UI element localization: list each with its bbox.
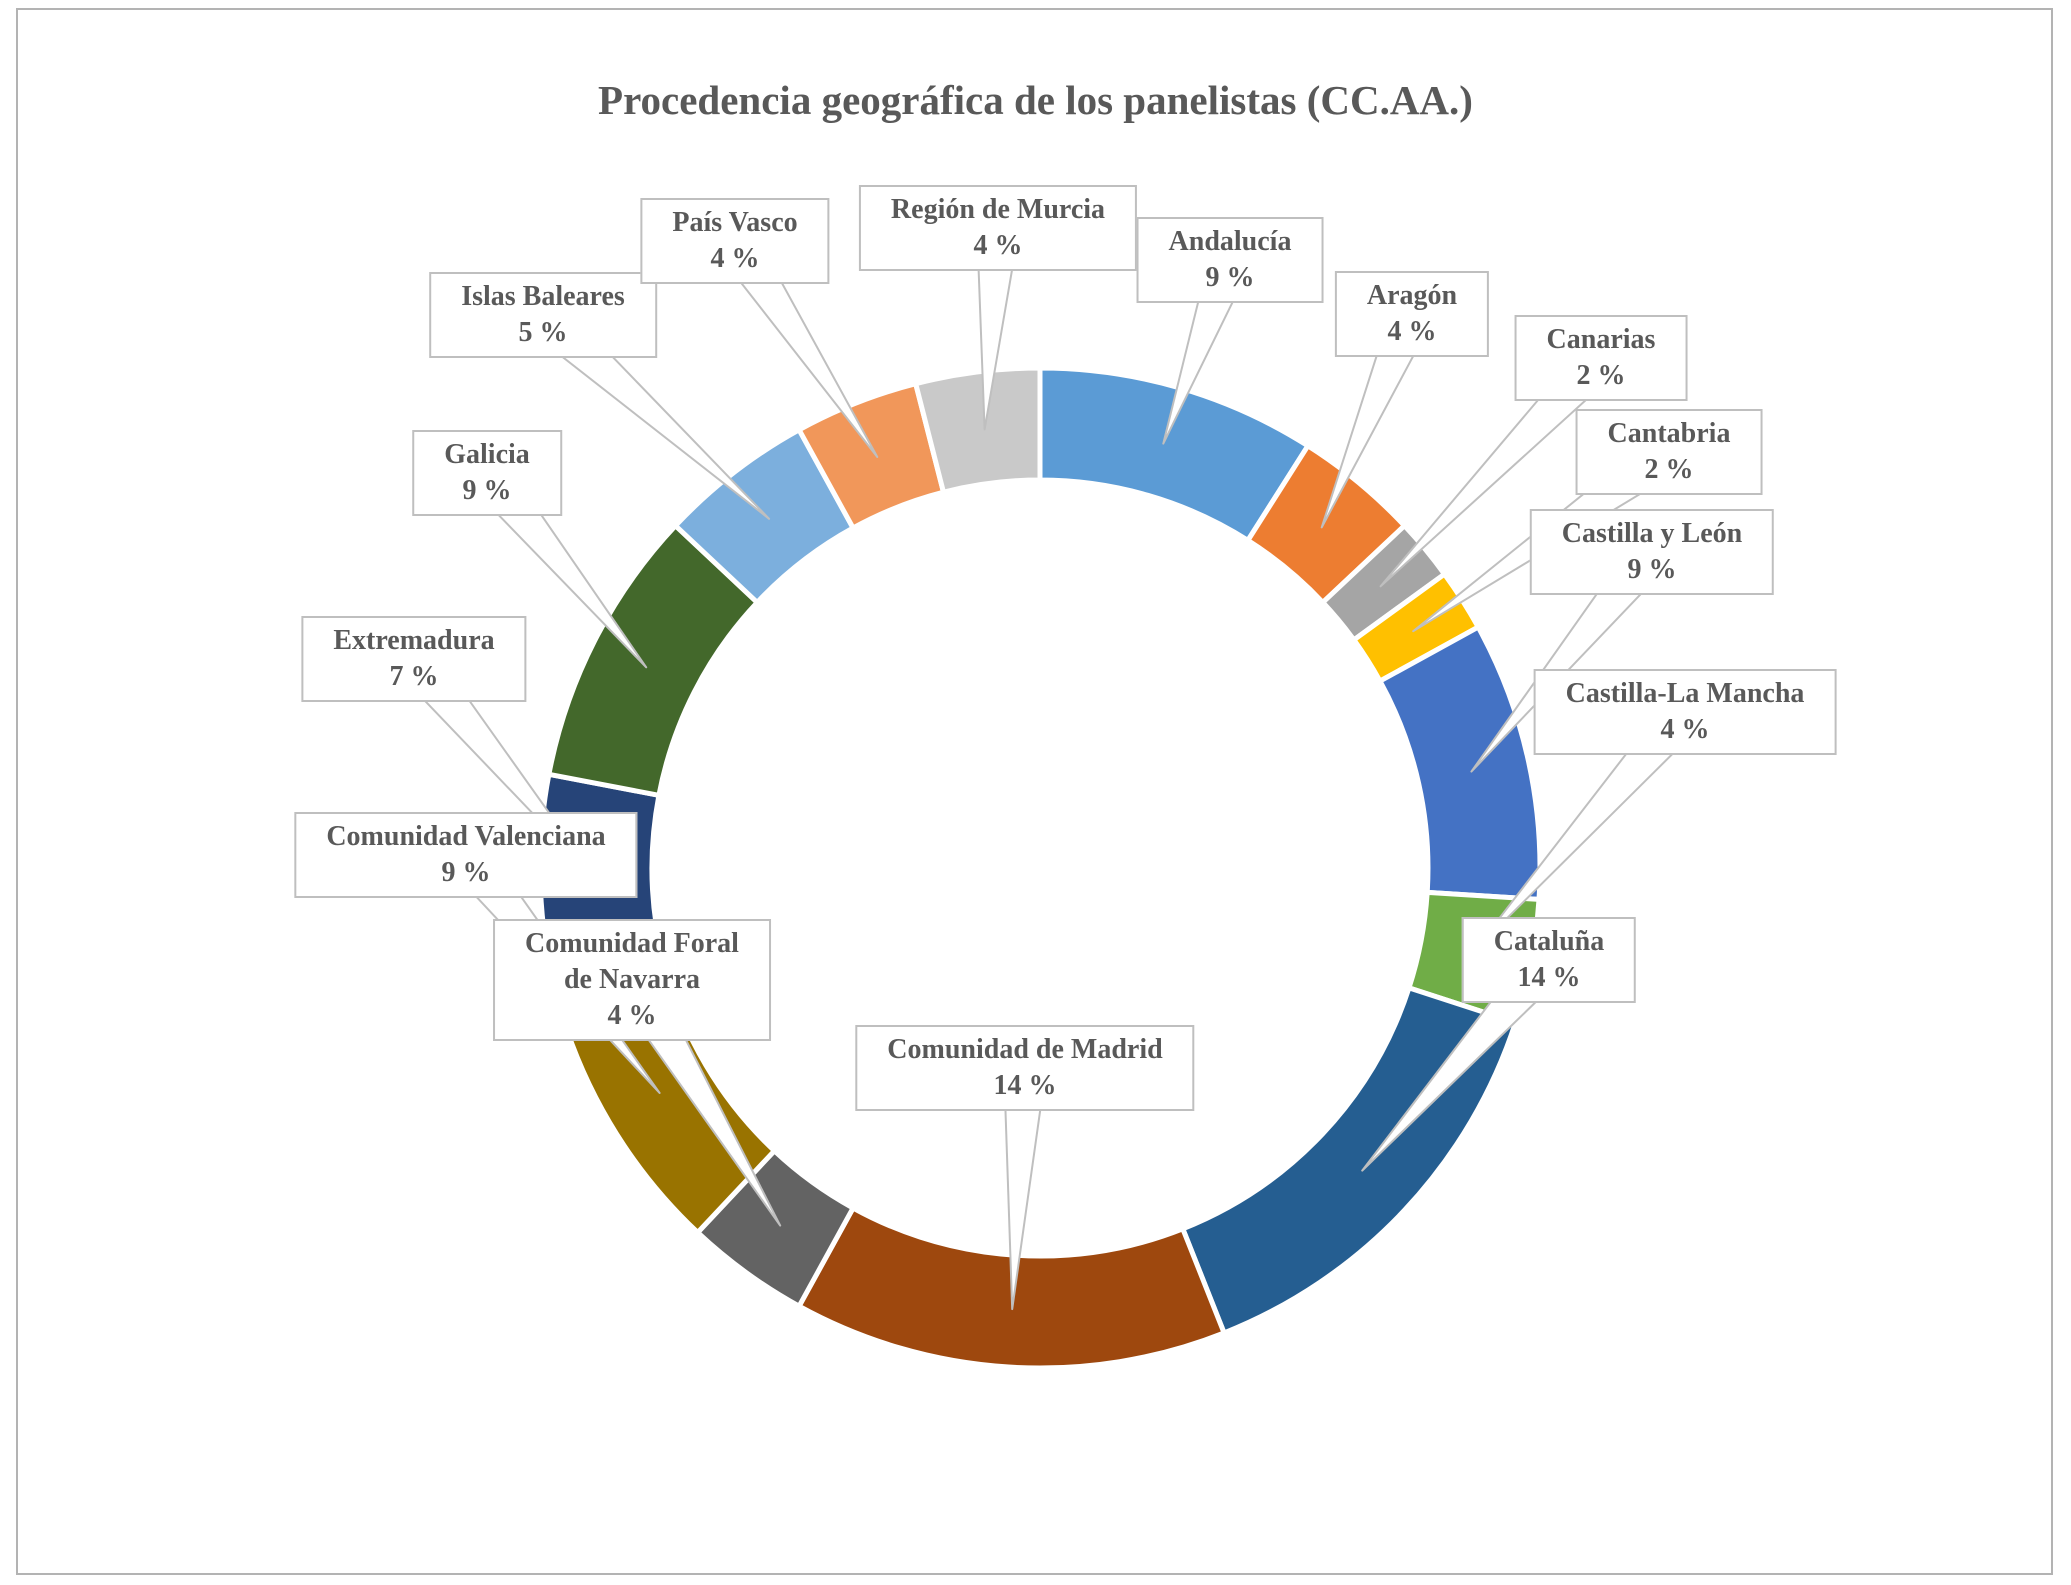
callout-value: 14 %	[993, 1070, 1057, 1101]
callout-canarias: Canarias 2 %	[1514, 315, 1688, 401]
callout-value: 9 %	[1205, 262, 1255, 293]
callout-category-name: Extremadura	[333, 625, 495, 656]
callout-aragon: Aragón 4 %	[1334, 271, 1490, 357]
callout-region-de-murcia: Región de Murcia 4 %	[858, 185, 1138, 271]
callout-castilla-la-mancha: Castilla-La Mancha 4 %	[1533, 669, 1837, 755]
callout-castilla-y-leon: Castilla y León 9 %	[1529, 509, 1775, 595]
callout-category-name: País Vasco	[672, 207, 798, 238]
callout-value: 4 %	[1387, 316, 1437, 347]
callout-value: 4 %	[973, 230, 1023, 261]
chart-title: Procedencia geográfica de los panelistas…	[598, 77, 1473, 123]
callout-category-name: Comunidad Valenciana	[326, 821, 606, 852]
callout-cataluna: Cataluña 14 %	[1461, 917, 1637, 1003]
leader-line-castilla-y-leon	[1470, 538, 1669, 773]
callout-category-name: Canarias	[1546, 324, 1656, 355]
callout-comunidad-foral-de-navarra: Comunidad Foral de Navarra 4 %	[493, 919, 771, 1041]
callout-value: 14 %	[1517, 962, 1581, 993]
callout-value: 9 %	[462, 475, 512, 506]
callout-category-name: Cantabria	[1607, 418, 1731, 449]
callout-category-name: Castilla y León	[1561, 518, 1743, 549]
callout-cantabria: Cantabria 2 %	[1575, 409, 1763, 495]
callout-value: 9 %	[1627, 554, 1677, 585]
callout-category-name: Andalucía	[1168, 226, 1292, 257]
leader-line-pais-vasco	[716, 228, 879, 458]
leader-line-region-de-murcia	[976, 226, 1020, 431]
callout-category-name: Galicia	[444, 439, 530, 470]
callout-value: 2 %	[1576, 360, 1626, 391]
callout-value: 4 %	[1660, 714, 1710, 745]
leader-line-aragon	[1320, 305, 1433, 529]
callout-galicia: Galicia 9 %	[412, 430, 562, 516]
callout-category-name: de Navarra	[563, 964, 701, 995]
callout-category-name: Aragón	[1366, 280, 1458, 311]
pie-slice-region-de-murcia	[913, 365, 1043, 495]
callout-pais-vasco: País Vasco 4 %	[640, 198, 830, 284]
callout-value: 4 %	[710, 243, 760, 274]
callout-value: 9 %	[441, 857, 491, 888]
callout-andalucia: Andalucía 9 %	[1136, 217, 1324, 303]
callout-category-name: Islas Baleares	[461, 281, 625, 312]
callout-extremadura: Extremadura 7 %	[301, 616, 527, 702]
leader-line-canarias	[1379, 342, 1617, 588]
callout-category-name: Comunidad Foral	[525, 928, 739, 959]
callout-value: 5 %	[518, 317, 568, 348]
callout-comunidad-valenciana: Comunidad Valenciana 9 %	[294, 812, 638, 898]
callout-category-name: Cataluña	[1493, 926, 1605, 957]
callout-comunidad-de-madrid: Comunidad de Madrid 14 %	[855, 1025, 1195, 1111]
callout-value: 4 %	[607, 1000, 657, 1031]
callout-category-name: Comunidad de Madrid	[887, 1034, 1163, 1065]
callout-category-name: Castilla-La Mancha	[1565, 678, 1805, 709]
callout-category-name: Región de Murcia	[890, 194, 1106, 225]
callout-value: 2 %	[1644, 454, 1694, 485]
callout-islas-baleares: Islas Baleares 5 %	[429, 272, 657, 358]
leader-line-comunidad-de-madrid	[1003, 1066, 1047, 1311]
callout-value: 7 %	[389, 661, 439, 692]
